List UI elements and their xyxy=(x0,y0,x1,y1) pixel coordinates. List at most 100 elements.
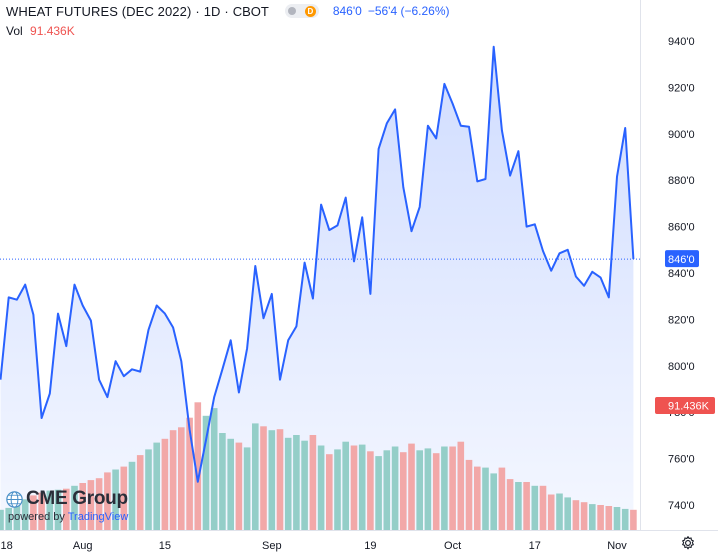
symbol-title[interactable]: WHEAT FUTURES (DEC 2022) xyxy=(6,3,192,19)
volume-bar xyxy=(268,430,276,530)
volume-bar xyxy=(301,440,308,530)
exchange-label: CBOT xyxy=(232,3,269,19)
volume-bar xyxy=(350,445,358,530)
price-area-fill xyxy=(0,46,634,531)
cme-logo: CME Group xyxy=(6,488,128,510)
volume-bar xyxy=(293,435,300,530)
volume-label: Vol xyxy=(6,24,23,38)
chart-header: WHEAT FUTURES (DEC 2022) · 1D · CBOT D 8… xyxy=(6,2,450,20)
header-separator: · xyxy=(224,3,229,19)
price-tick-label: 740'0 xyxy=(668,500,695,512)
time-tick-label: 15 xyxy=(159,540,171,552)
volume-bar xyxy=(112,469,119,530)
volume-bar xyxy=(367,451,374,530)
settings-gear-icon[interactable] xyxy=(680,535,696,551)
volume-bar xyxy=(432,453,440,530)
last-price: 846'0 xyxy=(332,4,362,18)
volume-bar xyxy=(178,427,185,530)
volume-bar xyxy=(630,509,637,530)
price-tick-label: 860'0 xyxy=(668,222,695,234)
volume-bar xyxy=(490,473,497,530)
volume-bar xyxy=(87,480,95,530)
volume-bar xyxy=(153,442,160,530)
price-tick-label: 920'0 xyxy=(668,82,695,94)
volume-bar xyxy=(449,446,456,530)
market-status-dot-icon xyxy=(287,7,296,15)
volume-bar xyxy=(186,417,193,530)
volume-bar xyxy=(556,493,563,530)
price-tick-label: 800'0 xyxy=(668,361,695,373)
last-price-badge xyxy=(665,250,699,268)
volume-bar xyxy=(46,490,54,530)
volume-bar xyxy=(219,433,226,530)
volume-bar xyxy=(506,479,514,530)
volume-bar xyxy=(391,446,399,530)
volume-bar xyxy=(564,497,571,530)
volume-bar xyxy=(309,435,317,530)
volume-bar xyxy=(260,426,267,530)
volume-bar xyxy=(284,437,292,530)
volume-bar xyxy=(79,483,86,530)
volume-bar xyxy=(202,415,210,530)
interval-label[interactable]: 1D xyxy=(203,3,221,19)
volume-bar xyxy=(589,504,596,530)
time-tick-label: Oct xyxy=(444,540,461,552)
volume-bar xyxy=(383,450,391,530)
volume-bar xyxy=(276,429,284,530)
volume-bar xyxy=(38,492,45,530)
volume-bar xyxy=(63,488,70,530)
header-separator: · xyxy=(195,3,200,19)
volume-bar xyxy=(326,454,333,530)
volume-bar xyxy=(227,438,234,530)
volume-bar xyxy=(145,449,152,530)
price-tick-label: 840'0 xyxy=(668,268,695,280)
volume-bar xyxy=(13,503,21,530)
volume-bar xyxy=(482,467,489,530)
branding[interactable]: CME Group powered by TradingView xyxy=(6,488,128,523)
volume-bar xyxy=(235,442,243,530)
volume-bar xyxy=(498,467,506,530)
volume-bar xyxy=(605,506,613,530)
price-tick-label: 760'0 xyxy=(668,454,695,466)
price-tick-label: 900'0 xyxy=(668,129,695,141)
time-tick-label: 19 xyxy=(364,540,376,552)
price-tick-label: 940'0 xyxy=(668,36,695,48)
volume-bar xyxy=(169,430,177,530)
volume-bar xyxy=(613,507,621,530)
volume-bar xyxy=(531,485,539,530)
market-status-badge[interactable]: D xyxy=(284,4,319,18)
time-tick-label: Nov xyxy=(607,540,627,552)
volume-bar xyxy=(474,466,481,530)
time-tick-label: 17 xyxy=(529,540,541,552)
volume-bar xyxy=(523,482,530,530)
volume-bar xyxy=(0,509,4,530)
volume-bar xyxy=(580,502,588,530)
volume-bar xyxy=(210,408,218,530)
volume-bar xyxy=(252,423,259,530)
last-price-badge-label: 846'0 xyxy=(668,254,695,266)
powered-by[interactable]: powered by TradingView xyxy=(8,511,128,523)
volume-bar xyxy=(375,456,382,530)
volume-bar xyxy=(136,455,144,530)
powered-by-prefix: powered by xyxy=(8,511,65,523)
time-tick-label: 18 xyxy=(1,540,13,552)
volume-bar xyxy=(71,485,78,530)
volume-bar xyxy=(334,449,341,530)
volume-bar xyxy=(317,445,325,530)
volume-bar xyxy=(465,459,473,530)
volume-legend[interactable]: Vol 91.436K xyxy=(6,24,75,38)
volume-bar xyxy=(120,466,128,530)
volume-bar xyxy=(597,505,604,530)
volume-bar xyxy=(539,485,547,530)
volume-bar xyxy=(104,472,111,530)
volume-bar xyxy=(416,450,423,530)
volume-bar xyxy=(408,443,415,530)
tradingview-name: TradingView xyxy=(67,511,129,523)
volume-bar xyxy=(424,448,432,530)
volume-bar xyxy=(54,489,62,530)
volume-bar xyxy=(515,482,522,530)
cme-globe-icon xyxy=(6,490,23,508)
price-tick-label: 820'0 xyxy=(668,314,695,326)
